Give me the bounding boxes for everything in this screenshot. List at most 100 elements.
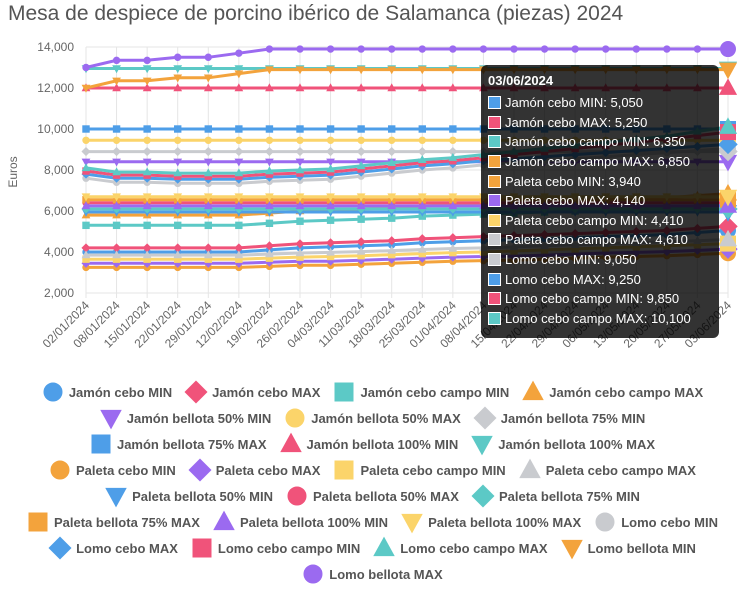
legend-item-jamon-bellota-100pct-max[interactable]: Jamón bellota 100% MAX — [470, 432, 655, 456]
data-point — [174, 125, 182, 133]
legend-marker-icon — [471, 435, 493, 456]
legend-item-paleta-cebo-max[interactable]: Paleta cebo MAX — [188, 458, 321, 482]
legend-label: Lomo cebo campo MAX — [400, 540, 548, 556]
tooltip-swatch — [488, 174, 501, 188]
legend-label: Jamón cebo campo MAX — [549, 384, 704, 400]
data-point — [173, 65, 183, 74]
legend-item-jamon-bellota-100pct-min[interactable]: Jamón bellota 100% MIN — [279, 432, 459, 456]
data-point — [203, 193, 213, 202]
data-point — [602, 45, 610, 53]
legend-item-lomo-cebo-campo-min[interactable]: Lomo cebo campo MIN — [190, 536, 360, 560]
data-point — [265, 219, 274, 228]
data-point — [204, 221, 212, 230]
data-point — [326, 238, 336, 248]
legend-item-jamon-bellota-50pct-min[interactable]: Jamón bellota 50% MIN — [99, 406, 271, 430]
tooltip-label: Jamón cebo MAX: 5,250 — [505, 114, 648, 130]
legend-item-paleta-cebo-campo-min[interactable]: Paleta cebo campo MIN — [332, 458, 506, 482]
legend-item-paleta-bellota-50pct-max[interactable]: Paleta bellota 50% MAX — [285, 484, 459, 508]
legend-item-paleta-bellota-75pct-max[interactable]: Paleta bellota 75% MAX — [26, 510, 200, 534]
legend-item-lomo-bellota-max[interactable]: Lomo bellota MAX — [301, 562, 443, 586]
data-point — [387, 158, 397, 167]
legend-marker — [213, 510, 235, 531]
legend-marker — [334, 460, 354, 480]
data-point — [234, 158, 244, 167]
tooltip-rows: Jamón cebo MIN: 5,050 Jamón cebo MAX: 5,2… — [488, 93, 712, 328]
data-point — [173, 83, 183, 92]
data-point — [265, 193, 274, 202]
legend-label: Paleta cebo MAX — [215, 462, 321, 478]
legend-label: Lomo cebo campo MIN — [217, 540, 361, 556]
data-point — [234, 250, 244, 259]
legend-label: Jamón bellota 50% MIN — [126, 410, 272, 426]
legend-item-paleta-bellota-75pct-min[interactable]: Paleta bellota 75% MIN — [471, 484, 640, 508]
legend: Jamón cebo MIN Jamón cebo MAX Jamón cebo c… — [14, 380, 730, 586]
legend-label: Jamón bellota 75% MAX — [116, 436, 267, 452]
legend-label: Paleta bellota 75% MAX — [53, 514, 200, 530]
legend-marker — [91, 434, 111, 454]
data-point — [326, 83, 335, 92]
legend-item-lomo-cebo-min[interactable]: Lomo cebo MIN — [593, 510, 718, 534]
data-point — [449, 125, 457, 133]
data-point — [173, 74, 183, 83]
legend-marker — [48, 536, 72, 560]
legend-label: Paleta cebo MIN — [76, 462, 176, 478]
data-point-active — [718, 229, 738, 247]
data-point — [326, 125, 335, 133]
tooltip-row: Paleta cebo MIN: 3,940 — [488, 171, 712, 191]
data-point — [388, 45, 396, 53]
legend-marker — [473, 406, 497, 430]
y-tick-label: 14,000 — [37, 40, 74, 54]
data-point — [448, 66, 458, 75]
data-point — [81, 163, 91, 172]
legend-marker-icon — [334, 382, 354, 402]
legend-item-lomo-bellota-min[interactable]: Lomo bellota MIN — [560, 536, 696, 560]
data-point — [142, 65, 152, 74]
legend-item-jamon-bellota-75pct-max[interactable]: Jamón bellota 75% MAX — [89, 432, 267, 456]
legend-item-jamon-cebo-campo-max[interactable]: Jamón cebo campo MAX — [521, 380, 703, 404]
data-point — [387, 66, 397, 75]
data-point — [448, 243, 458, 252]
data-point — [357, 125, 365, 133]
data-point — [417, 201, 427, 210]
legend-item-jamon-cebo-max[interactable]: Jamón cebo MAX — [184, 380, 320, 404]
data-point — [142, 201, 152, 210]
data-point — [204, 125, 212, 133]
data-point-active — [718, 117, 738, 134]
tooltip-swatch — [488, 311, 501, 325]
legend-item-lomo-cebo-max[interactable]: Lomo cebo MAX — [48, 536, 178, 560]
legend-item-paleta-bellota-50pct-min[interactable]: Paleta bellota 50% MIN — [104, 484, 273, 508]
data-point — [265, 45, 274, 53]
data-point — [510, 45, 518, 53]
legend-item-jamon-cebo-min[interactable]: Jamón cebo MIN — [41, 380, 172, 404]
data-point — [203, 147, 213, 157]
tooltip-label: Paleta cebo campo MAX: 4,610 — [505, 232, 688, 248]
legend-item-paleta-bellota-100pct-max[interactable]: Paleta bellota 100% MAX — [400, 510, 581, 534]
legend-marker-icon — [279, 432, 302, 453]
legend-marker — [334, 382, 354, 402]
legend-item-paleta-bellota-100pct-min[interactable]: Paleta bellota 100% MIN — [212, 510, 388, 534]
legend-marker — [105, 487, 127, 508]
data-point — [174, 53, 182, 61]
data-point — [112, 56, 121, 65]
legend-item-jamon-bellota-50pct-max[interactable]: Jamón bellota 50% MAX — [283, 406, 461, 430]
series-lomo-bellota-max — [82, 45, 728, 72]
data-point — [112, 193, 121, 202]
legend-item-jamon-cebo-campo-min[interactable]: Jamón cebo campo MIN — [332, 380, 509, 404]
legend-item-lomo-cebo-campo-max[interactable]: Lomo cebo campo MAX — [372, 536, 548, 560]
legend-marker-icon — [303, 564, 323, 584]
legend-item-jamon-bellota-75pct-min[interactable]: Jamón bellota 75% MIN — [473, 406, 645, 430]
legend-item-paleta-cebo-min[interactable]: Paleta cebo MIN — [48, 458, 176, 482]
data-point — [143, 136, 151, 144]
data-point — [265, 249, 274, 258]
tooltip-row: Paleta cebo campo MAX: 4,610 — [488, 230, 712, 250]
legend-label: Paleta cebo campo MAX — [545, 462, 696, 478]
data-point — [112, 77, 121, 86]
legend-marker-icon — [287, 486, 307, 506]
legend-label: Jamón bellota 100% MIN — [306, 436, 459, 452]
y-tick-label: 10,000 — [37, 122, 74, 136]
data-point — [418, 125, 426, 133]
data-point-active — [720, 41, 736, 58]
data-point — [632, 45, 640, 53]
legend-item-paleta-cebo-campo-max[interactable]: Paleta cebo campo MAX — [518, 458, 696, 482]
data-point — [356, 237, 366, 247]
